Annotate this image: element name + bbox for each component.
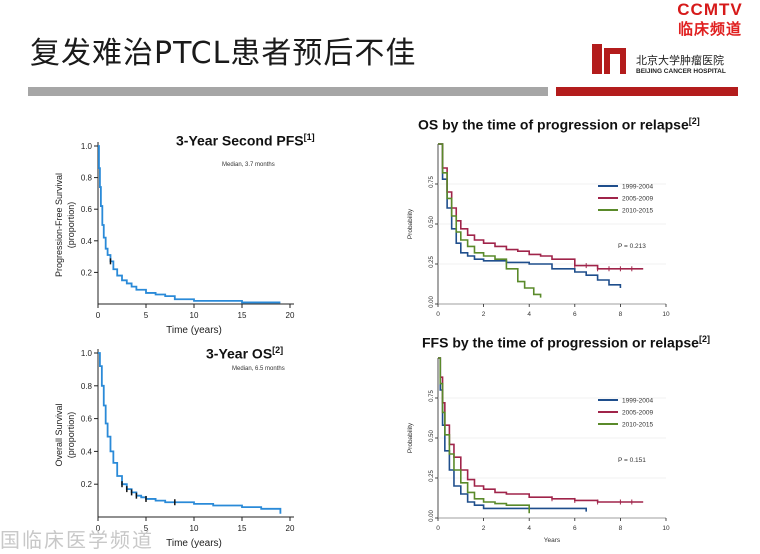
y-axis-label: Overall Survival xyxy=(54,403,64,466)
slide-title: 复发难治PTCL患者预后不佳 xyxy=(30,36,417,71)
p-value-label: P = 0.151 xyxy=(618,457,646,464)
y-tick-label: 0.2 xyxy=(81,480,93,489)
y-tick-label: 0.6 xyxy=(81,205,93,214)
survival-curve-2010-2015 xyxy=(438,357,530,514)
y-tick-label: 0.00 xyxy=(429,510,435,522)
x-tick-label: 4 xyxy=(527,311,531,318)
pfs-chart: 0.2 0.4 0.6 0.8 1.0 0 5 10 15 20 Time (years) Progr… xyxy=(54,142,295,336)
x-tick-label: 10 xyxy=(190,524,199,533)
x-tick-label: 8 xyxy=(619,525,623,532)
legend-label: 1999-2004 xyxy=(622,184,653,191)
median-annotation: Median, 6.5 months xyxy=(232,366,285,372)
y-axis-label: Probability xyxy=(407,208,414,239)
y-tick-label: 0.50 xyxy=(429,430,435,442)
survival-curve xyxy=(98,145,281,304)
y-tick-label: 0.8 xyxy=(81,382,93,391)
x-tick-label: 2 xyxy=(482,525,486,532)
x-tick-label: 0 xyxy=(96,524,101,533)
x-tick-label: 6 xyxy=(573,525,577,532)
x-axis-label: Years xyxy=(544,537,561,544)
survival-curve-2010-2015 xyxy=(438,143,542,298)
x-tick-label: 4 xyxy=(527,525,531,532)
y-tick-label: 0.2 xyxy=(81,268,93,277)
legend-label: 2010-2015 xyxy=(622,422,653,429)
legend-label: 2005-2009 xyxy=(622,196,653,203)
x-tick-label: 20 xyxy=(286,524,295,533)
x-tick-label: 8 xyxy=(619,311,623,318)
watermark-text: 国临床医学频道 xyxy=(0,528,154,552)
y-tick-label: 0.4 xyxy=(81,237,93,246)
pfs-chart-title: 3-Year Second PFS[1] xyxy=(176,132,315,149)
x-tick-label: 0 xyxy=(436,525,440,532)
os-period-chart: 0.00 0.25 0.50 0.75 0 2 4 6 8 10 Probability 1999-2… xyxy=(407,143,670,318)
x-tick-label: 15 xyxy=(238,311,247,320)
ccmtv-logo-text: CCMTV xyxy=(677,0,743,19)
os-chart-title: 3-Year OS[2] xyxy=(206,345,284,362)
ffs-period-chart: 0.00 0.25 0.50 0.75 0 2 4 6 8 10 Years Probability 1… xyxy=(407,357,670,544)
y-tick-label: 0.00 xyxy=(429,296,435,308)
y-axis-label: Progression-Free Survival xyxy=(54,173,64,277)
x-tick-label: 20 xyxy=(286,311,295,320)
x-tick-label: 10 xyxy=(662,525,670,532)
hospital-emblem-icon xyxy=(592,44,626,74)
legend-label: 1999-2004 xyxy=(622,398,653,405)
y-tick-label: 0.75 xyxy=(429,390,435,402)
y-tick-label: 0.8 xyxy=(81,174,93,183)
y-tick-label: 0.25 xyxy=(429,256,435,268)
x-tick-label: 10 xyxy=(662,311,670,318)
survival-curve xyxy=(98,352,282,514)
y-axis-label-unit: (proportion) xyxy=(66,412,76,459)
hospital-name-en: BEIJING CANCER HOSPITAL xyxy=(636,68,726,75)
ccmtv-logo: CCMTV 临床频道 xyxy=(664,0,756,39)
x-tick-label: 0 xyxy=(436,311,440,318)
ffs-period-chart-title: FFS by the time of progression or relaps… xyxy=(422,334,710,351)
x-tick-label: 15 xyxy=(238,524,247,533)
os-period-chart-title: OS by the time of progression or relapse… xyxy=(418,116,700,133)
legend-label: 2005-2009 xyxy=(622,410,653,417)
title-rule-gray xyxy=(28,87,548,96)
x-tick-label: 0 xyxy=(96,311,101,320)
y-tick-label: 1.0 xyxy=(81,142,93,151)
x-tick-label: 6 xyxy=(573,311,577,318)
title-rule-red xyxy=(556,87,738,96)
ccmtv-channel-text: 临床频道 xyxy=(677,20,742,38)
y-axis-label-unit: (proportion) xyxy=(66,202,76,249)
y-axis-label: Probability xyxy=(407,422,414,453)
p-value-label: P = 0.213 xyxy=(618,243,646,250)
x-tick-label: 2 xyxy=(482,311,486,318)
median-annotation: Median, 3.7 months xyxy=(222,162,275,168)
y-tick-label: 0.25 xyxy=(429,470,435,482)
x-axis-label: Time (years) xyxy=(166,325,222,336)
x-tick-label: 10 xyxy=(190,311,199,320)
survival-curve-2005-2009 xyxy=(438,143,644,270)
y-tick-label: 0.4 xyxy=(81,447,93,456)
y-tick-label: 0.75 xyxy=(429,176,435,188)
y-tick-label: 0.50 xyxy=(429,216,435,228)
survival-curve-2005-2009 xyxy=(438,357,644,503)
os-chart: 0.2 0.4 0.6 0.8 1.0 0 5 10 15 20 Time (years) Overa… xyxy=(54,349,295,549)
legend-label: 2010-2015 xyxy=(622,208,653,215)
y-tick-label: 1.0 xyxy=(81,349,93,358)
hospital-logo: 北京大学肿瘤医院 BEIJING CANCER HOSPITAL xyxy=(590,38,740,82)
survival-curve-1999-2004 xyxy=(438,357,587,512)
hospital-name-cn: 北京大学肿瘤医院 xyxy=(636,54,724,67)
x-tick-label: 5 xyxy=(144,311,149,320)
x-axis-label: Time (years) xyxy=(166,538,222,549)
y-tick-label: 0.6 xyxy=(81,415,93,424)
x-tick-label: 5 xyxy=(144,524,149,533)
